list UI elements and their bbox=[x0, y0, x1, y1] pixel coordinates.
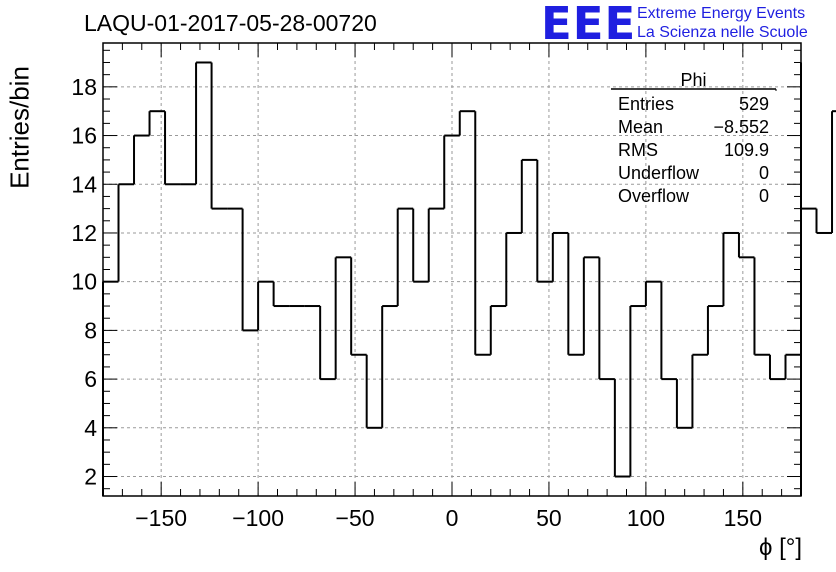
y-tick-label: 2 bbox=[84, 464, 97, 490]
stats-label: Mean bbox=[618, 117, 663, 137]
axis-layer: −150 −100 −50 0 50 100 150 2 4 6 8 10 12 14 16 18 bbox=[71, 42, 802, 531]
y-tick-label: 6 bbox=[84, 366, 97, 392]
x-axis-label: ϕ [°] bbox=[758, 534, 802, 561]
y-tick-label: 18 bbox=[71, 74, 97, 100]
x-tick-label: −100 bbox=[232, 505, 284, 531]
y-tick-label: 14 bbox=[71, 171, 97, 197]
stats-label: Underflow bbox=[618, 163, 700, 183]
y-tick-label: 16 bbox=[71, 123, 97, 149]
x-tick-label: −150 bbox=[135, 505, 187, 531]
stats-value: 109.9 bbox=[724, 140, 769, 160]
logo-line-1: Extreme Energy Events bbox=[637, 5, 806, 22]
stats-value: 529 bbox=[739, 94, 769, 114]
y-tick-label: 4 bbox=[84, 415, 97, 441]
stats-value: 0 bbox=[759, 163, 769, 183]
stats-title: Phi bbox=[680, 70, 706, 90]
logo-caption: Extreme Energy Events La Scienza nelle S… bbox=[637, 4, 808, 42]
stats-value: 0 bbox=[759, 186, 769, 206]
y-tick-label: 10 bbox=[71, 269, 97, 295]
x-tick-label: −50 bbox=[336, 505, 375, 531]
y-tick-label: 12 bbox=[71, 220, 97, 246]
x-tick-label: 150 bbox=[724, 505, 762, 531]
stats-label: Entries bbox=[618, 94, 674, 114]
x-tick-label: 50 bbox=[536, 505, 562, 531]
x-tick-label: 0 bbox=[446, 505, 459, 531]
eee-logo: EEE bbox=[541, 0, 637, 50]
y-tick-label: 8 bbox=[84, 317, 97, 343]
stats-value: −8.552 bbox=[713, 117, 769, 137]
logo-line-2: La Scienza nelle Scuole bbox=[637, 24, 808, 41]
x-tick-label: 100 bbox=[627, 505, 665, 531]
stats-box: Phi Entries 529 Mean −8.552 RMS 109.9 Underflow… bbox=[611, 70, 777, 206]
stats-label: RMS bbox=[618, 140, 658, 160]
run-title: LAQU-01-2017-05-28-00720 bbox=[84, 10, 377, 36]
stats-label: Overflow bbox=[618, 186, 690, 206]
grid-layer bbox=[103, 43, 801, 496]
